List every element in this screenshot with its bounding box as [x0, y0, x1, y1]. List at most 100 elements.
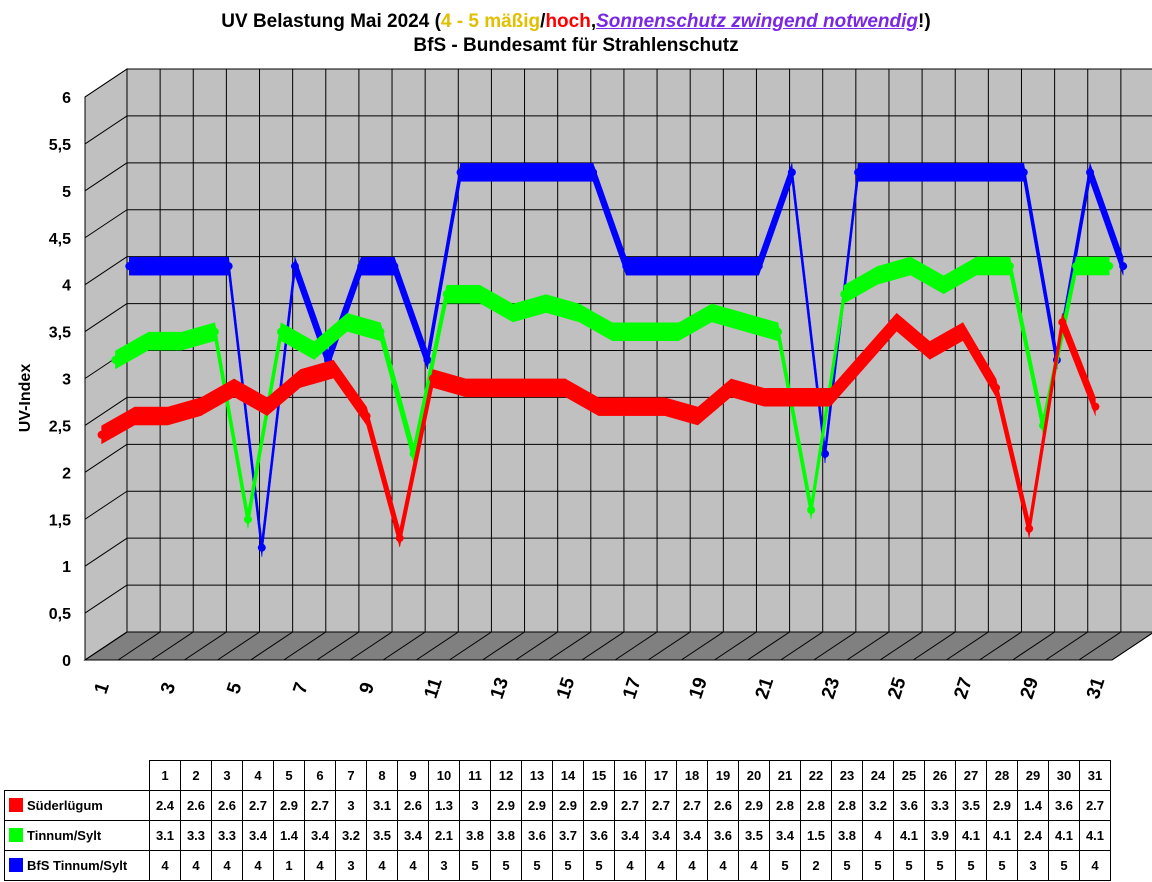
table-header-cell: 18: [676, 760, 708, 791]
x-tick-label: 21: [752, 675, 779, 702]
table-cell: 3.4: [769, 820, 801, 851]
data-point: [542, 299, 551, 308]
data-point: [594, 402, 603, 411]
table-header-cell: 13: [521, 760, 553, 791]
table-header-row: 1 2 3 4 5 6 7 8 9 10 11 12 13 14 15 16 17 18 19 20 21 22 23 24 2…: [5, 760, 1111, 791]
grid-line-floor: [150, 631, 194, 661]
title-part-slash: /: [540, 11, 546, 32]
table-cell: 1.5: [800, 820, 832, 851]
y-tick-label: 2,5: [49, 418, 71, 435]
grid-line-floor: [349, 631, 393, 661]
table-cell: 4.1: [986, 820, 1018, 851]
grid-line-side: [84, 162, 128, 192]
data-point: [428, 374, 437, 383]
table-cell: 4: [149, 850, 181, 881]
table-header-cell: 8: [366, 760, 398, 791]
data-point: [774, 327, 783, 336]
title-part-end: !): [918, 11, 931, 32]
table-cell: 2.7: [645, 790, 677, 821]
data-point: [1058, 318, 1067, 327]
table-cell: 4: [862, 820, 894, 851]
grid-line-side: [84, 209, 128, 239]
series-segment: [134, 406, 169, 426]
data-point: [290, 262, 299, 271]
y-tick-label: 5,5: [49, 137, 71, 154]
data-point: [1086, 168, 1095, 177]
x-tick-label: 3: [157, 680, 180, 697]
data-point: [627, 402, 636, 411]
table-header-cell: 9: [397, 760, 429, 791]
data-point: [390, 262, 399, 271]
y-tick-label: 4,5: [49, 231, 71, 248]
y-tick-label: 0: [62, 653, 71, 670]
data-point: [163, 412, 172, 421]
table-cell: 3.6: [1048, 790, 1080, 821]
y-tick-label: 5: [62, 184, 71, 201]
table-cell: 5: [893, 850, 925, 881]
grid-line-floor: [780, 631, 823, 661]
table-header-cell: 4: [242, 760, 274, 791]
x-tick-label: 19: [685, 675, 712, 702]
data-point: [522, 168, 531, 177]
grid-line-side: [84, 303, 128, 332]
grid-line-side: [84, 68, 128, 98]
grid-line-floor: [614, 631, 658, 661]
data-point: [1119, 262, 1128, 271]
series-segment: [725, 256, 759, 276]
table-cell: 2.7: [676, 790, 708, 821]
table-cell: 5: [552, 850, 584, 881]
data-point: [144, 337, 153, 346]
series-segment: [195, 256, 229, 276]
table-cell: 5: [459, 850, 491, 881]
y-tick-label: 0,5: [49, 606, 71, 623]
data-point: [906, 262, 915, 271]
data-point: [555, 168, 564, 177]
data-point: [892, 318, 901, 327]
data-point: [986, 168, 995, 177]
table-cell: 2.7: [242, 790, 274, 821]
table-cell: 2.6: [180, 790, 212, 821]
table-cell: 2.8: [831, 790, 863, 821]
table-cell: 4: [614, 850, 646, 881]
legend-label: BfS Tinnum/Sylt: [27, 858, 128, 873]
table-cell: 5: [831, 850, 863, 881]
series-segment: [531, 378, 566, 398]
table-cell: 1.4: [1017, 790, 1049, 821]
grid-line-floor: [647, 631, 691, 661]
data-point: [660, 402, 669, 411]
series-segment: [559, 163, 594, 182]
data-point: [693, 412, 702, 421]
data-point: [925, 346, 934, 355]
data-point: [920, 168, 929, 177]
grid-line-floor: [482, 631, 525, 661]
table-cell: 3.8: [459, 820, 491, 851]
grid-line-floor: [217, 631, 260, 661]
table-cell: 5: [769, 850, 801, 881]
table-cell: 2.8: [769, 790, 801, 821]
data-point: [887, 168, 896, 177]
data-point: [224, 262, 233, 271]
grid-line-floor: [581, 631, 625, 661]
table-cell: 5: [986, 850, 1018, 881]
data-point: [456, 168, 465, 177]
legend-entry: BfS Tinnum/Sylt: [4, 850, 150, 881]
grid-line-floor: [879, 631, 923, 661]
data-point: [972, 262, 981, 271]
grid-line-floor: [382, 631, 426, 661]
data-point: [674, 327, 683, 336]
grid-line-floor: [813, 631, 857, 661]
grid-line-floor: [548, 631, 592, 661]
table-cell: 5: [924, 850, 956, 881]
table-row: BfS Tinnum/Sylt 4 4 4 4 1 4 3 4 4 3 5 5 5 5 5 4 4 4 4 4 5 2 5 5 5…: [4, 850, 1111, 881]
chart-series: [97, 163, 1128, 557]
table-cell: 1.3: [428, 790, 460, 821]
grid-line-floor: [1045, 631, 1089, 661]
series-segment: [763, 388, 798, 407]
table-cell: 2.4: [1017, 820, 1049, 851]
table-header-cell: 21: [769, 760, 801, 791]
data-point: [820, 449, 829, 458]
series-segment: [1075, 256, 1110, 276]
table-cell: 3.3: [924, 790, 956, 821]
data-point: [873, 271, 882, 280]
grid-line-floor: [846, 631, 890, 661]
